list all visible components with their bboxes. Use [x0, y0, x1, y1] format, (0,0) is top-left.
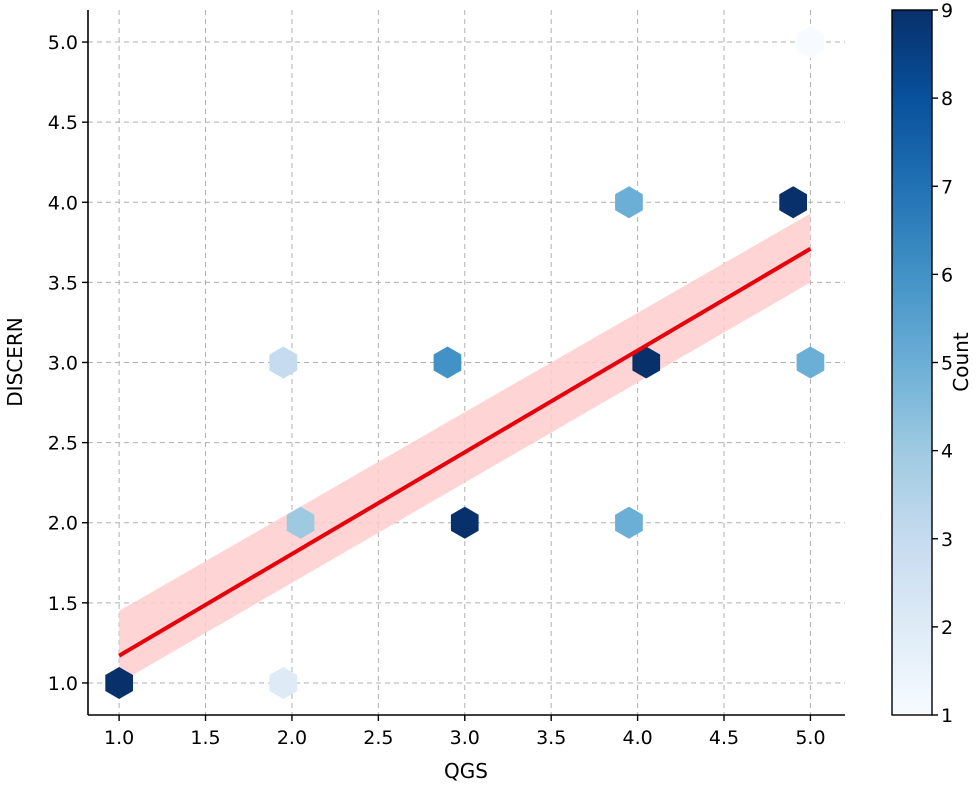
hexbin-6 — [615, 506, 643, 539]
hexbin-0 — [105, 667, 133, 699]
hexbin-layer — [105, 26, 825, 699]
colorbar-label: Count — [949, 332, 973, 392]
colorbar-ticks: 1 2 3 4 5 6 7 8 9 — [932, 0, 953, 727]
colorbar-tick-label-4: 5 — [941, 353, 953, 375]
hexbin-9 — [779, 186, 807, 219]
y-tick-label-6: 4.0 — [48, 192, 78, 214]
hexbin-2 — [286, 506, 315, 539]
x-tick-label-4: 3.0 — [450, 727, 480, 749]
confidence-band — [119, 213, 811, 683]
regression-layer — [118, 247, 812, 658]
colorbar-tick-label-1: 2 — [941, 617, 953, 639]
x-axis-label: QGS — [444, 759, 488, 783]
y-axis-ticks: 1.0 1.5 2.0 2.5 3.0 3.5 4.0 4.5 5.0 — [48, 32, 88, 695]
y-tick-label-3: 2.5 — [48, 433, 78, 455]
y-tick-label-7: 4.5 — [48, 112, 78, 134]
x-tick-label-8: 5.0 — [795, 727, 825, 749]
hexbin-3 — [269, 346, 298, 379]
y-tick-label-0: 1.0 — [48, 673, 78, 695]
colorbar-tick-label-7: 8 — [941, 88, 953, 110]
colorbar-tick-label-5: 6 — [941, 264, 953, 286]
y-axis-label: DISCERN — [3, 317, 27, 406]
hexbin-10 — [796, 346, 825, 379]
y-tick-label-5: 3.5 — [48, 272, 78, 294]
hexbin-5 — [433, 346, 462, 379]
regression-line — [118, 247, 812, 658]
x-axis-ticks: 1.0 1.5 2.0 2.5 3.0 3.5 4.0 4.5 5.0 — [104, 715, 826, 749]
colorbar-tick-label-2: 3 — [941, 529, 953, 551]
x-tick-label-2: 2.0 — [277, 727, 307, 749]
colorbar-bar — [891, 9, 933, 716]
x-tick-label-1: 1.5 — [190, 727, 220, 749]
colorbar-tick-label-3: 4 — [941, 441, 953, 463]
x-tick-label-6: 4.0 — [622, 727, 652, 749]
colorbar-tick-label-6: 7 — [941, 176, 953, 198]
colorbar-tick-label-0: 1 — [941, 705, 953, 727]
y-tick-label-4: 3.0 — [48, 353, 78, 375]
hexbin-7 — [632, 346, 661, 379]
hexbin-4 — [450, 506, 479, 539]
hexbin-11 — [796, 26, 825, 58]
colorbar: 1 2 3 4 5 6 7 8 9 Count — [891, 0, 973, 727]
y-tick-label-1: 1.5 — [48, 593, 78, 615]
x-tick-label-7: 4.5 — [709, 727, 739, 749]
x-tick-label-5: 3.5 — [536, 727, 566, 749]
x-tick-label-0: 1.0 — [104, 727, 134, 749]
y-tick-label-2: 2.0 — [48, 513, 78, 535]
hexbin-8 — [615, 186, 643, 219]
colorbar-tick-label-8: 9 — [941, 0, 953, 22]
hexbin-1 — [269, 667, 298, 699]
confidence-band-area — [119, 213, 811, 683]
x-tick-label-3: 2.5 — [363, 727, 393, 749]
y-tick-label-8: 5.0 — [48, 32, 78, 54]
